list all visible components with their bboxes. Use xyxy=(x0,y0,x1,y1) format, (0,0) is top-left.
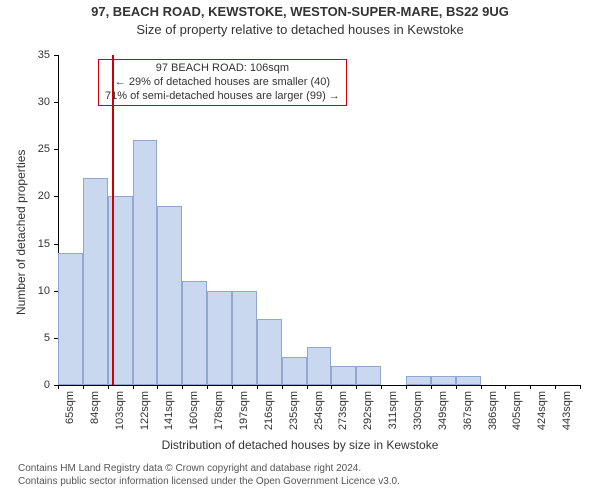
x-tick-label: 216sqm xyxy=(263,391,275,437)
histogram-bar xyxy=(133,140,158,385)
x-tick-label: 84sqm xyxy=(89,391,101,437)
y-tick-label: 0 xyxy=(0,379,50,391)
x-tick-label: 254sqm xyxy=(313,391,325,437)
histogram-bar xyxy=(83,178,108,385)
property-marker-line xyxy=(112,55,114,385)
chart-title-address: 97, BEACH ROAD, KEWSTOKE, WESTON-SUPER-M… xyxy=(0,4,600,19)
histogram-bar xyxy=(356,366,381,385)
x-tick-label: 330sqm xyxy=(412,391,424,437)
histogram-bar xyxy=(232,291,257,385)
chart-title-subtitle: Size of property relative to detached ho… xyxy=(0,22,600,37)
attribution-line-2: Contains public sector information licen… xyxy=(18,475,400,488)
x-tick-label: 235sqm xyxy=(288,391,300,437)
y-tick-label: 15 xyxy=(0,238,50,250)
histogram-bar xyxy=(307,347,332,385)
histogram-bar xyxy=(456,376,481,385)
x-tick-label: 178sqm xyxy=(213,391,225,437)
annotation-line-1: 97 BEACH ROAD: 106sqm xyxy=(105,62,340,76)
histogram-bar xyxy=(406,376,431,385)
x-tick-label: 292sqm xyxy=(362,391,374,437)
histogram-bar xyxy=(257,319,282,385)
histogram-bar xyxy=(431,376,456,385)
histogram-bar xyxy=(207,291,232,385)
x-tick-label: 443sqm xyxy=(561,391,573,437)
y-tick-label: 5 xyxy=(0,332,50,344)
y-tick-label: 35 xyxy=(0,49,50,61)
x-tick-label: 160sqm xyxy=(188,391,200,437)
x-tick-label: 103sqm xyxy=(114,391,126,437)
x-tick-label: 311sqm xyxy=(387,391,399,437)
x-tick-label: 405sqm xyxy=(511,391,523,437)
x-tick-label: 367sqm xyxy=(462,391,474,437)
x-tick-label: 424sqm xyxy=(536,391,548,437)
y-tick-label: 30 xyxy=(0,96,50,108)
annotation-box: 97 BEACH ROAD: 106sqm ← 29% of detached … xyxy=(98,59,347,106)
x-tick-label: 65sqm xyxy=(64,391,76,437)
histogram-bar xyxy=(157,206,182,385)
x-tick-label: 273sqm xyxy=(337,391,349,437)
y-tick-label: 10 xyxy=(0,285,50,297)
x-tick-label: 349sqm xyxy=(437,391,449,437)
annotation-line-3: 71% of semi-detached houses are larger (… xyxy=(105,90,340,104)
histogram-bar xyxy=(331,366,356,385)
x-tick-label: 122sqm xyxy=(139,391,151,437)
y-tick-label: 25 xyxy=(0,143,50,155)
x-axis-label: Distribution of detached houses by size … xyxy=(0,438,600,452)
y-tick-label: 20 xyxy=(0,190,50,202)
x-tick-label: 141sqm xyxy=(163,391,175,437)
x-tick-label: 197sqm xyxy=(238,391,250,437)
attribution-line-1: Contains HM Land Registry data © Crown c… xyxy=(18,462,400,475)
annotation-line-2: ← 29% of detached houses are smaller (40… xyxy=(105,76,340,90)
histogram-bar xyxy=(182,281,207,385)
x-tick-label: 386sqm xyxy=(487,391,499,437)
histogram-bar xyxy=(282,357,307,385)
histogram-bar xyxy=(58,253,83,385)
